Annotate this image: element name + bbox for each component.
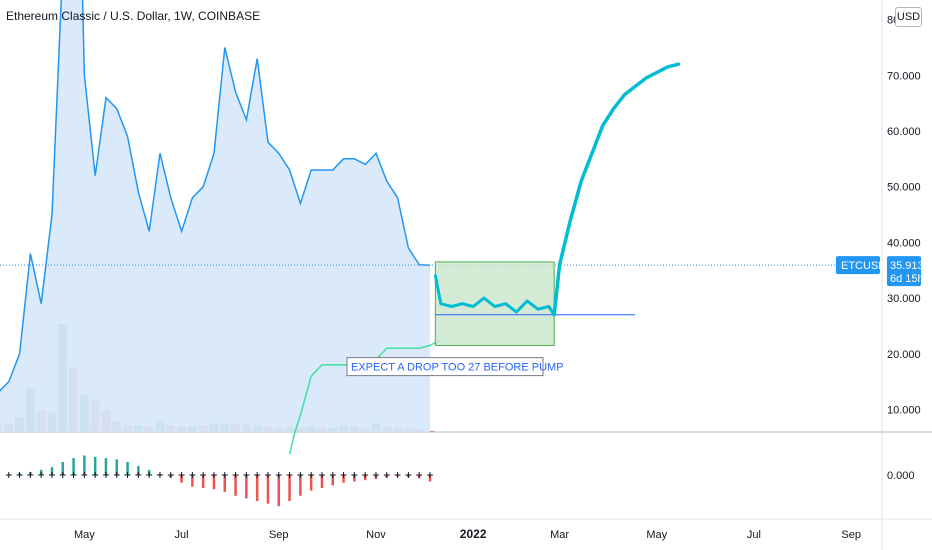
macd-signal-mark — [372, 472, 379, 478]
macd-signal-mark — [297, 472, 304, 478]
x-tick-label: Jul — [175, 529, 189, 541]
annotation-box — [346, 357, 544, 377]
projection-layer: EXPECT A DROP TOO 27 BEFORE PUMP — [288, 62, 681, 455]
y-tick-label: 20.000 — [887, 349, 921, 361]
price-line — [0, 0, 431, 392]
y-tick-label: 10.000 — [887, 405, 921, 417]
macd-signal-mark — [243, 472, 250, 478]
projection-wave — [433, 274, 556, 317]
macd-signal-mark — [59, 472, 66, 478]
y-tick-label: 40.000 — [887, 237, 921, 249]
macd-signal-mark — [254, 472, 261, 478]
macd-tick-label: 0.000 — [887, 470, 915, 482]
macd-signal-mark — [340, 472, 347, 478]
macd-signal-mark — [308, 472, 315, 478]
y-tick-label: 70.000 — [887, 70, 921, 82]
macd-signal-mark — [232, 472, 239, 478]
x-tick-label: Sep — [841, 529, 861, 541]
macd-signal-mark — [16, 472, 23, 478]
currency-selector[interactable]: USD — [895, 7, 922, 27]
y-tick-label: 60.000 — [887, 126, 921, 138]
macd-signal-mark — [264, 472, 271, 478]
macd-signal-mark — [48, 472, 55, 478]
macd-signal-mark — [135, 472, 142, 478]
macd-signal-mark — [362, 472, 369, 478]
macd-signal-mark — [405, 472, 412, 478]
symbol-badge-text: ETCUSD — [841, 260, 886, 272]
macd-signal-mark — [92, 472, 99, 478]
macd-signal-mark — [383, 472, 390, 478]
macd-signal-mark — [167, 472, 174, 478]
price-area — [0, 0, 430, 432]
macd-signal-mark — [329, 472, 336, 478]
macd-layer — [5, 455, 433, 507]
macd-signal-mark — [38, 472, 45, 478]
macd-signal-mark — [102, 472, 109, 478]
projection-rise — [552, 62, 681, 317]
macd-signal-mark — [178, 472, 185, 478]
macd-signal-mark — [146, 472, 153, 478]
y-tick-label: 30.000 — [887, 293, 921, 305]
macd-signal-mark — [210, 472, 217, 478]
x-tick-label: Sep — [269, 529, 289, 541]
macd-signal-mark — [189, 472, 196, 478]
macd-signal-mark — [113, 472, 120, 478]
x-tick-label: May — [646, 529, 667, 541]
x-tick-label: May — [74, 529, 95, 541]
x-tick-label: Mar — [550, 529, 569, 541]
macd-signal-mark — [27, 472, 34, 478]
macd-signal-mark — [156, 472, 163, 478]
x-tick-label: 2022 — [460, 527, 487, 541]
x-tick-label: Nov — [366, 529, 386, 541]
macd-signal-mark — [124, 472, 131, 478]
range-box — [434, 261, 555, 346]
macd-signal-mark — [221, 472, 228, 478]
macd-signal-mark — [394, 472, 401, 478]
macd-signal-mark — [286, 472, 293, 478]
annotation-text: EXPECT A DROP TOO 27 BEFORE PUMP — [351, 362, 564, 374]
chart-title: Ethereum Classic / U.S. Dollar, 1W, COIN… — [6, 9, 261, 23]
y-tick-label: 50.000 — [887, 182, 921, 194]
price-badge-value: 35.913 — [890, 260, 924, 272]
price-badge-countdown: 6d 15h — [890, 273, 924, 285]
macd-signal-mark — [275, 472, 282, 478]
axis-layer: 80.00070.00060.00050.00040.00030.00020.0… — [74, 15, 924, 541]
x-tick-label: Jul — [747, 529, 761, 541]
macd-signal-mark — [416, 472, 423, 478]
macd-signal-mark — [200, 472, 207, 478]
macd-signal-mark — [5, 472, 12, 478]
macd-signal-mark — [426, 472, 433, 478]
macd-signal-mark — [81, 472, 88, 478]
symbol-badge — [836, 256, 880, 275]
price-badge — [887, 256, 921, 287]
macd-signal-mark — [70, 472, 77, 478]
macd-signal-mark — [351, 472, 358, 478]
macd-signal-mark — [318, 472, 325, 478]
